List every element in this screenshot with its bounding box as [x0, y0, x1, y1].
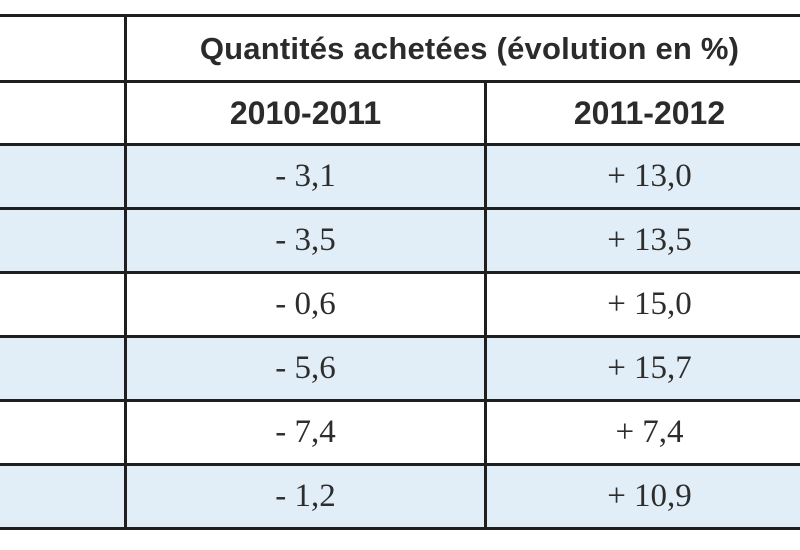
value-2011-2012: + 13,5 [483, 207, 800, 274]
quantities-table: Quantités achetées (évolution en %) 2010… [0, 14, 800, 530]
value-2011-2012: + 13,0 [483, 143, 800, 210]
corner-cell [0, 14, 127, 83]
row-label [0, 207, 127, 274]
column-header-2010-2011: 2010-2011 [124, 80, 487, 146]
column-header-2011-2012: 2011-2012 [483, 80, 800, 146]
row-label [0, 399, 127, 466]
title-row: Quantités achetées (évolution en %) [0, 14, 800, 83]
row-label [0, 335, 127, 402]
table-title: Quantités achetées (évolution en %) [123, 14, 800, 83]
table-row: - 3,5 + 13,5 [0, 207, 800, 274]
table-row: - 0,6 + 15,0 [0, 271, 800, 338]
value-2011-2012: + 10,9 [483, 463, 800, 530]
header-row: 2010-2011 2011-2012 [0, 80, 800, 146]
value-2011-2012: + 7,4 [483, 399, 800, 466]
value-2010-2011: - 5,6 [124, 335, 487, 402]
row-label [0, 271, 127, 338]
table-row: - 1,2 + 10,9 [0, 463, 800, 530]
value-2010-2011: - 1,2 [124, 463, 487, 530]
table-row: - 3,1 + 13,0 [0, 143, 800, 210]
value-2010-2011: - 3,5 [124, 207, 487, 274]
table-row: - 5,6 + 15,7 [0, 335, 800, 402]
value-2011-2012: + 15,0 [483, 271, 800, 338]
row-label-header [0, 80, 127, 146]
row-label [0, 463, 127, 530]
table-row: - 7,4 + 7,4 [0, 399, 800, 466]
value-2010-2011: - 3,1 [124, 143, 487, 210]
value-2010-2011: - 0,6 [124, 271, 487, 338]
value-2010-2011: - 7,4 [124, 399, 487, 466]
row-label [0, 143, 127, 210]
value-2011-2012: + 15,7 [483, 335, 800, 402]
